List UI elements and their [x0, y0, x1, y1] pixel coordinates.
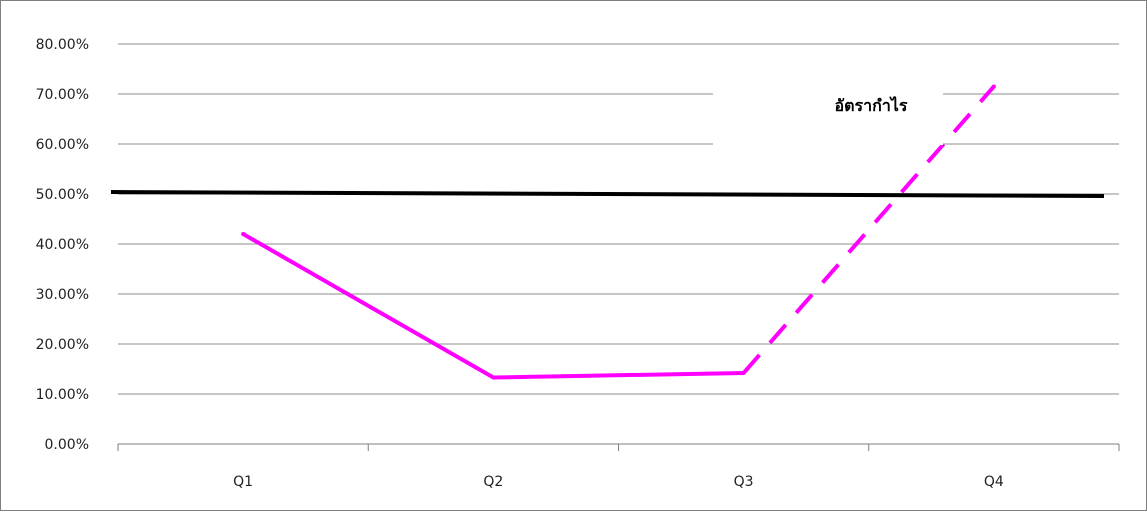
chart-title: อัตรากำไร — [835, 96, 908, 115]
gridlines — [118, 43, 1119, 445]
x-tick-label: Q2 — [483, 474, 503, 490]
series-point — [491, 375, 496, 380]
series-line-segment — [742, 85, 996, 375]
x-tick-label: Q1 — [233, 474, 253, 490]
y-tick-label: 40.00% — [36, 237, 89, 253]
y-tick-label: 20.00% — [36, 337, 89, 353]
y-tick-label: 0.00% — [45, 437, 89, 453]
y-tick-label: 30.00% — [36, 287, 89, 303]
title-box — [713, 89, 943, 145]
x-axis: Q1 Q2 Q3 Q4 — [117, 444, 1120, 490]
x-tick-label: Q3 — [734, 474, 754, 490]
series-line-segment — [493, 371, 744, 380]
series-line-segment — [110, 190, 1105, 198]
y-tick-label: 50.00% — [36, 187, 89, 203]
series-point — [241, 232, 246, 236]
x-tick-label: Q4 — [984, 474, 1004, 490]
y-tick-label: 80.00% — [36, 37, 89, 53]
series-lines — [110, 84, 1105, 380]
y-tick-label: 70.00% — [36, 87, 89, 103]
series-point — [741, 371, 746, 375]
series-point — [991, 84, 996, 89]
y-axis-tick-labels: 0.00% 10.00% 20.00% 30.00% 40.00% 50.00% 60.00… — [36, 37, 89, 453]
y-tick-label: 60.00% — [36, 137, 89, 153]
series-line-segment — [242, 232, 495, 380]
y-tick-label: 10.00% — [36, 387, 89, 403]
